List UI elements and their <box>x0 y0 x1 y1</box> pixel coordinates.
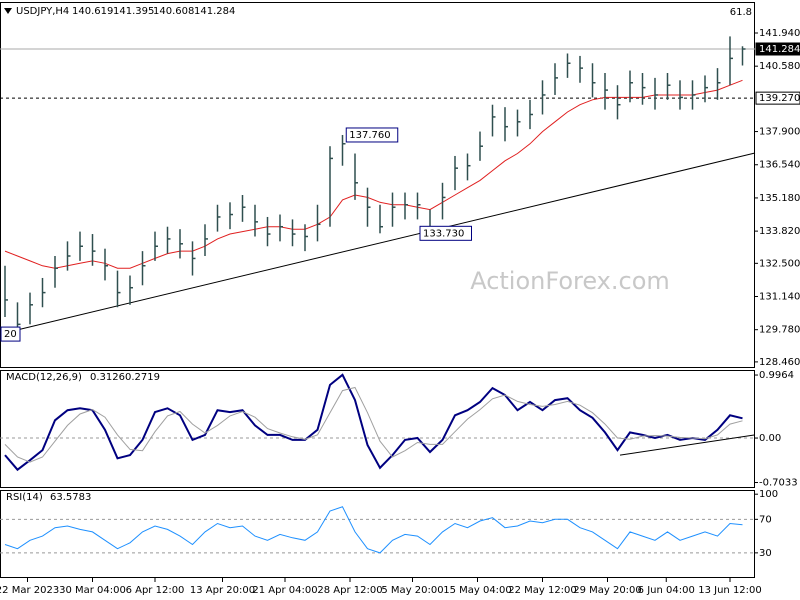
panel-frame <box>0 490 755 578</box>
annotation: 133.730 <box>423 228 464 239</box>
header-open: 140.619 <box>72 6 113 17</box>
y-tick-label: 131.140 <box>759 292 800 303</box>
annotation: 20 <box>4 329 17 340</box>
header-high: 141.395 <box>113 6 154 17</box>
header-close: 141.284 <box>194 6 235 17</box>
rsi-value: 63.5783 <box>50 492 91 503</box>
x-tick-label: 13 Jun 12:00 <box>698 585 762 596</box>
indicator-line <box>4 506 743 554</box>
x-tick-label: 28 Apr 12:00 <box>317 585 382 596</box>
annotation-box <box>419 225 472 241</box>
fib-label: 61.8 <box>730 7 752 18</box>
y-tick-label: 141.940 <box>759 28 800 39</box>
x-tick-label: 22 May 12:00 <box>508 585 577 596</box>
y-tick-label: 136.540 <box>759 160 800 171</box>
y-tick-label: 133.820 <box>759 226 800 237</box>
indicator-line <box>4 386 743 463</box>
x-tick-label: 22 Mar 2023 <box>0 585 59 596</box>
y-tick-label: 0.00 <box>759 433 781 444</box>
symbol: USDJPY,H4 <box>16 6 69 17</box>
x-tick-label: 5 May 20:00 <box>381 585 443 596</box>
y-tick-label: 137.900 <box>759 127 800 138</box>
moving-average <box>4 79 743 269</box>
x-tick-label: 6 Apr 12:00 <box>126 585 185 596</box>
indicator-line <box>4 373 743 472</box>
rsi-label: RSI(14) <box>6 492 43 503</box>
y-tick-label: 70 <box>759 514 772 525</box>
y-tick-label: 129.780 <box>759 325 800 336</box>
y-tick-label: 30 <box>759 548 772 559</box>
price-label-box <box>755 42 800 56</box>
y-tick-label: -0.7033 <box>759 478 798 489</box>
y-tick-label: 132.500 <box>759 258 800 269</box>
panel-frame <box>0 370 755 488</box>
macd-signal-value: 0.2719 <box>125 372 160 383</box>
panel-frame <box>0 2 755 368</box>
annotation-box <box>345 127 399 143</box>
price-label: 139.270 <box>759 93 800 104</box>
x-tick-label: 29 May 20:00 <box>573 585 642 596</box>
annotation: 137.760 <box>349 130 390 141</box>
y-tick-label: 100 <box>759 489 778 500</box>
annotation-box <box>0 326 21 342</box>
price-label: 141.284 <box>759 44 800 55</box>
menu-arrow[interactable] <box>4 8 12 14</box>
trend-line <box>619 434 756 456</box>
macd-value: 0.3126 <box>90 372 125 383</box>
watermark: ActionForex.com <box>470 267 670 295</box>
y-tick-label: 0.9964 <box>759 370 794 381</box>
header-low: 140.608 <box>153 6 194 17</box>
x-tick-label: 15 May 04:00 <box>443 585 512 596</box>
x-tick-label: 21 Apr 04:00 <box>252 585 317 596</box>
y-tick-label: 135.180 <box>759 193 800 204</box>
macd-label: MACD(12,26,9) <box>6 372 82 383</box>
price-label-box <box>755 91 800 105</box>
x-tick-label: 30 Mar 04:00 <box>59 585 126 596</box>
y-tick-label: 128.460 <box>759 357 800 368</box>
x-tick-label: 6 Jun 04:00 <box>638 585 695 596</box>
x-tick-label: 13 Apr 20:00 <box>190 585 255 596</box>
y-tick-label: 140.580 <box>759 61 800 72</box>
